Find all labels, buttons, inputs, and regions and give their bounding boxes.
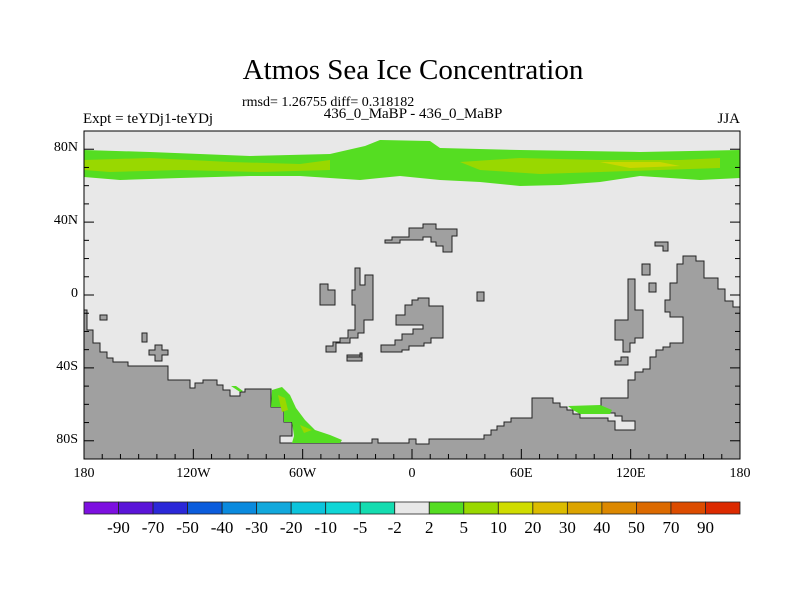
western-island-mass — [325, 267, 374, 353]
colorbar-label: 20 — [524, 518, 542, 537]
arctic-ice-anomaly-peak — [600, 162, 680, 168]
lat-label: 40S — [56, 358, 78, 374]
central-island-mass — [380, 297, 444, 353]
colorbar-box — [221, 501, 258, 515]
island — [614, 356, 629, 366]
colorbar-label: -40 — [210, 518, 234, 537]
stats-text: rmsd= 1.26755 diff= 0.318182 — [242, 95, 415, 110]
island — [648, 282, 657, 293]
colorbar-label: 2 — [425, 518, 434, 537]
colorbar-box — [256, 501, 292, 515]
colorbar-box — [636, 501, 672, 515]
lat-label: 0 — [71, 286, 78, 301]
island — [319, 283, 336, 306]
colorbar-box — [705, 501, 741, 515]
axis-ticks — [83, 130, 741, 460]
northern-island-mass — [384, 223, 458, 253]
lon-label: 180 — [73, 466, 95, 481]
southern-continent — [83, 255, 741, 460]
colorbar-box — [325, 501, 361, 515]
right-string: JJA — [717, 111, 740, 127]
lat-label: 80S — [56, 431, 78, 447]
colorbar-box — [118, 501, 154, 515]
colorbar-label: 90 — [696, 518, 714, 537]
southern-ice-anomaly — [271, 387, 342, 443]
lon-label: 120E — [615, 466, 646, 481]
island — [148, 344, 169, 362]
island — [476, 291, 485, 302]
arctic-ice-anomaly-high — [84, 158, 720, 174]
left-string: Expt = teYDj1-teYDj — [83, 111, 214, 127]
lon-label: 60W — [289, 466, 317, 481]
colorbar-box — [566, 501, 603, 515]
lon-label: 60E — [510, 466, 533, 481]
lat-label: 40N — [53, 213, 78, 229]
colorbar-label: -2 — [387, 518, 402, 537]
southern-ice-anomaly-small — [231, 386, 243, 392]
island — [346, 352, 363, 362]
colorbar-label: -5 — [353, 518, 368, 537]
island — [99, 314, 108, 321]
lat-label: 80N — [53, 140, 78, 156]
colorbar-box — [428, 501, 465, 515]
island — [654, 241, 669, 252]
colorbar-label: 40 — [593, 518, 611, 537]
island — [614, 278, 644, 353]
island — [141, 332, 148, 343]
island — [641, 263, 651, 276]
colorbar-label: -70 — [141, 518, 165, 537]
colorbar-box — [394, 501, 430, 515]
colorbar-box — [670, 501, 706, 515]
plot-title: Atmos Sea Ice Concentration — [242, 54, 584, 86]
colorbar-box — [152, 501, 188, 515]
colorbar-label: -20 — [279, 518, 303, 537]
colorbar-label: 70 — [662, 518, 680, 537]
colorbar-label: -50 — [176, 518, 199, 537]
colorbar-label: -10 — [314, 518, 338, 537]
colorbar-box — [497, 501, 534, 515]
colorbar-label: 5 — [459, 518, 469, 537]
center-string: 436_0_MaBP - 436_0_MaBP — [323, 106, 503, 122]
colorbar — [83, 501, 741, 515]
southern-ice-anomaly-east — [568, 405, 612, 414]
colorbar-label: 30 — [558, 518, 576, 537]
lon-label: 0 — [408, 466, 416, 481]
colorbar-box — [187, 501, 223, 515]
colorbar-box — [83, 501, 119, 515]
land — [83, 223, 741, 460]
colorbar-box — [601, 501, 637, 515]
colorbar-box — [532, 501, 568, 515]
colorbar-label: 50 — [627, 518, 645, 537]
colorbar-box — [463, 501, 499, 515]
colorbar-label: -90 — [107, 518, 130, 537]
colorbar-label: -30 — [245, 518, 268, 537]
arctic-ice-anomaly — [84, 140, 740, 186]
colorbar-box — [359, 501, 396, 515]
colorbar-box — [290, 501, 327, 515]
southern-ice-anomaly-high — [278, 395, 312, 433]
colorbar-label: 10 — [489, 518, 507, 537]
lon-label: 120W — [176, 466, 211, 481]
lon-label: 180 — [729, 466, 751, 481]
